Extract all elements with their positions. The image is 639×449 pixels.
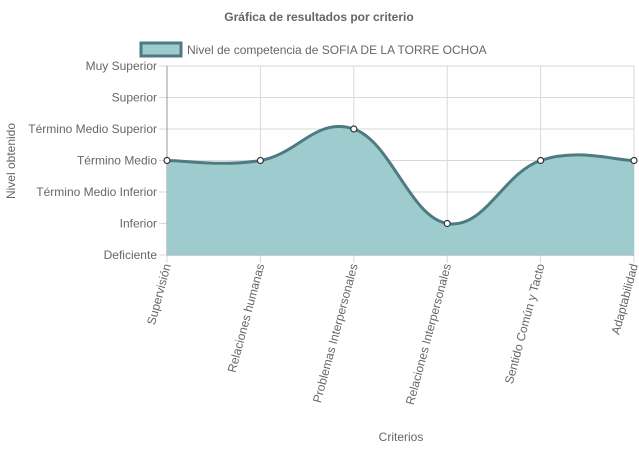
chart-title: Gráfica de resultados por criterio <box>224 10 413 24</box>
y-tick-label: Deficiente <box>104 248 158 262</box>
x-axis-label: Criterios <box>379 430 424 444</box>
y-tick-label: Término Medio Inferior <box>36 185 157 199</box>
legend[interactable]: Nivel de competencia de SOFIA DE LA TORR… <box>139 41 487 58</box>
x-tick-label: Relaciones Interpersonales <box>403 262 454 406</box>
data-point[interactable] <box>350 125 358 133</box>
x-tick-label: Supervisión <box>144 262 174 326</box>
x-tick-label: Problemas Interpersonales <box>310 262 361 404</box>
data-point[interactable] <box>163 156 171 165</box>
series-fill <box>167 126 634 255</box>
legend-swatch <box>139 41 183 58</box>
legend-label: Nivel de competencia de SOFIA DE LA TORR… <box>187 43 487 57</box>
y-tick-label: Término Medio Superior <box>28 122 157 136</box>
y-tick-label: Término Medio <box>77 154 157 168</box>
y-tick-label: Inferior <box>120 217 157 231</box>
series-points <box>163 125 638 228</box>
data-point[interactable] <box>536 156 545 165</box>
data-point[interactable] <box>443 219 451 228</box>
y-axis-ticks: Deficiente Inferior Término Medio Inferior… <box>28 59 157 262</box>
y-tick-label: Superior <box>112 91 157 105</box>
y-axis-label: Nivel obtenido <box>4 123 18 199</box>
y-tick-label: Muy Superior <box>86 59 157 73</box>
data-point[interactable] <box>630 156 638 165</box>
data-point[interactable] <box>256 156 264 165</box>
x-tick-label: Relaciones humanas <box>225 262 268 374</box>
x-tick-label: Sentido Común y Tacto <box>502 262 548 386</box>
x-tick-label: Adaptabilidad <box>609 262 639 336</box>
x-axis-ticks: Supervisión Relaciones humanas Problemas I… <box>144 262 639 406</box>
series-area <box>166 125 635 255</box>
